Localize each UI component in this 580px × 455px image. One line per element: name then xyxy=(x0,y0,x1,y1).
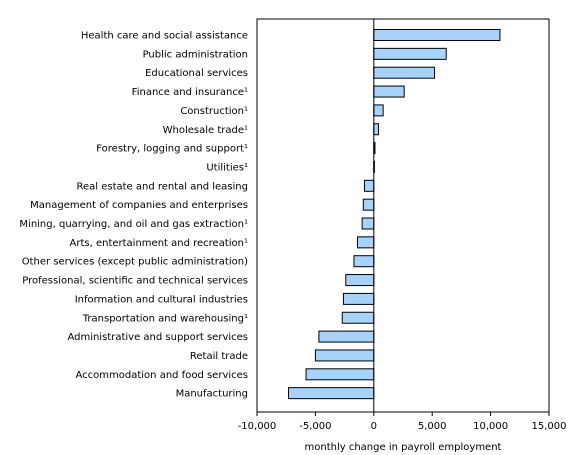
category-labels: Health care and social assistance Public … xyxy=(19,31,248,400)
x-axis-ticks: -10,000 -5,000 0 5,000 10,000 15,000 xyxy=(238,412,567,432)
bar xyxy=(305,368,375,381)
bar xyxy=(373,66,436,79)
x-tick-label: -10,000 xyxy=(238,421,277,432)
bar xyxy=(342,292,375,305)
x-axis-title: monthly change in payroll employment xyxy=(305,442,502,453)
bar xyxy=(373,85,405,98)
x-tick-label: 0 xyxy=(371,421,377,432)
plot-frame xyxy=(256,18,550,413)
category-label: Manufacturing xyxy=(176,389,248,400)
category-label: Finance and insurance¹ xyxy=(132,87,248,98)
x-tick-label: 10,000 xyxy=(473,421,508,432)
bar xyxy=(373,47,447,60)
category-label: Public administration xyxy=(143,49,248,60)
category-label: Management of companies and enterprises xyxy=(30,200,248,211)
bar xyxy=(353,255,375,268)
bar xyxy=(362,198,375,211)
x-tick-label: -5,000 xyxy=(299,421,331,432)
bar xyxy=(341,311,375,324)
bar xyxy=(345,274,375,287)
category-label: Forestry, logging and support¹ xyxy=(96,144,248,155)
bar xyxy=(356,236,375,249)
category-label: Utilities¹ xyxy=(206,162,248,173)
bars-group xyxy=(288,29,501,400)
category-label: Information and cultural industries xyxy=(75,294,248,305)
bar xyxy=(373,104,384,117)
category-label: Transportation and warehousing¹ xyxy=(82,313,248,324)
category-label: Real estate and rental and leasing xyxy=(76,181,248,192)
bar xyxy=(314,349,375,362)
bar xyxy=(318,330,375,343)
category-label: Mining, quarrying, and oil and gas extra… xyxy=(19,219,248,230)
category-label: Construction¹ xyxy=(180,106,248,117)
bar xyxy=(288,387,375,400)
category-label: Wholesale trade¹ xyxy=(163,125,248,136)
bar xyxy=(363,179,375,192)
category-label: Accommodation and food services xyxy=(76,370,249,381)
category-label: Arts, entertainment and recreation¹ xyxy=(70,238,248,249)
x-tick-label: 15,000 xyxy=(532,421,567,432)
category-label: Health care and social assistance xyxy=(81,31,248,42)
bar xyxy=(373,123,379,136)
category-label: Administrative and support services xyxy=(67,332,248,343)
category-label: Educational services xyxy=(145,68,248,79)
bar xyxy=(361,217,375,230)
category-label: Other services (except public administra… xyxy=(22,257,248,268)
x-tick-label: 5,000 xyxy=(418,421,447,432)
bar xyxy=(373,29,501,41)
category-label: Professional, scientific and technical s… xyxy=(22,276,248,287)
category-label: Retail trade xyxy=(190,351,248,362)
